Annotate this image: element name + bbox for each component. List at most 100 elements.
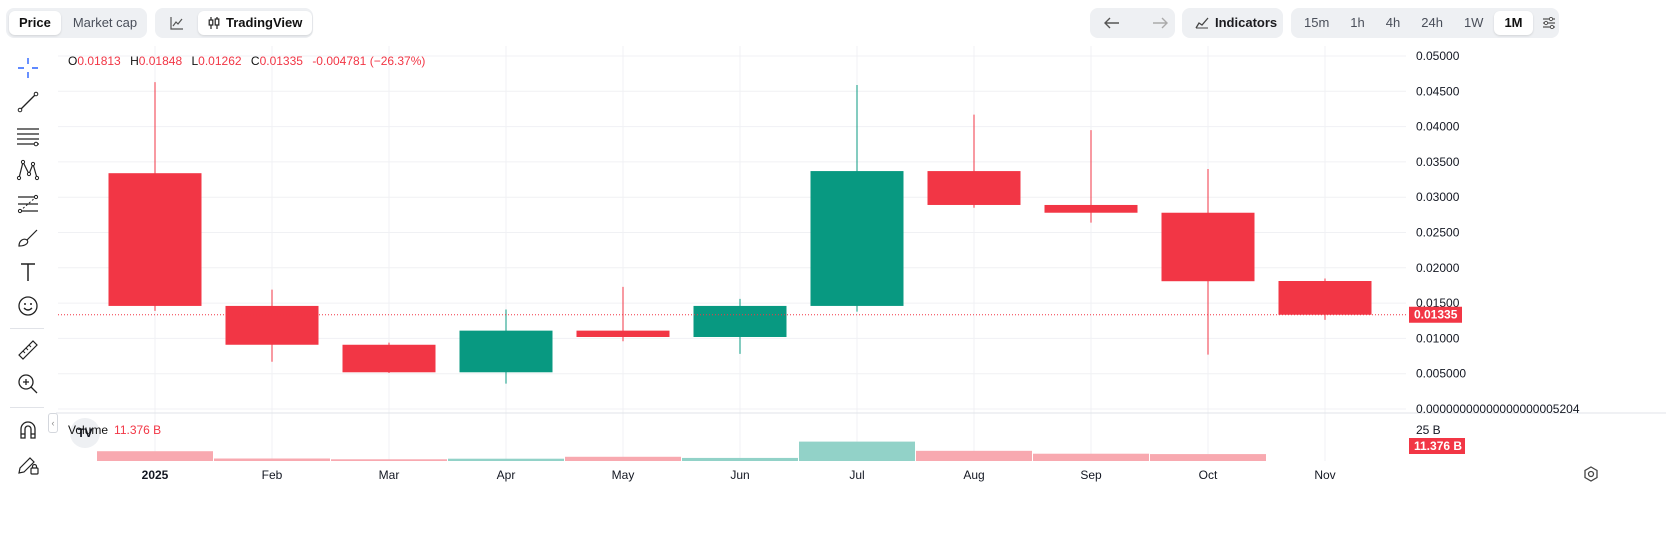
arrow-right-icon <box>1153 17 1168 29</box>
volume-bar <box>214 458 330 461</box>
x-tick-label: Nov <box>1314 468 1335 482</box>
undo-button[interactable] <box>1093 11 1131 35</box>
trend-line-icon <box>17 91 39 113</box>
y-tick-label: 0.02000 <box>1416 261 1460 275</box>
x-tick-label: Aug <box>963 468 984 482</box>
pattern-tool[interactable] <box>14 156 42 184</box>
timeframe-group: 15m 1h 4h 24h 1W 1M <box>1291 8 1559 38</box>
tradingview-label: TradingView <box>226 15 303 30</box>
volume-bar <box>1150 454 1266 461</box>
volume-bar <box>331 459 447 461</box>
x-tick-label: May <box>612 468 635 482</box>
pattern-icon <box>16 159 40 181</box>
crosshair-tool[interactable] <box>14 54 42 82</box>
gear-icon <box>1584 466 1598 482</box>
tradingview-button[interactable]: TradingView <box>198 11 313 35</box>
tradingview-logo: TV <box>70 418 100 448</box>
volume-bar <box>448 458 564 461</box>
drawing-toolbar <box>0 50 56 500</box>
volume-bar <box>916 450 1032 461</box>
toolbar-divider <box>10 328 44 329</box>
volume-last-tag <box>1409 438 1465 454</box>
volume-label: Volume <box>68 423 109 437</box>
text-tool[interactable] <box>14 258 42 286</box>
brush-tool[interactable] <box>14 224 42 252</box>
x-tick-label: Feb <box>262 468 283 482</box>
x-tick-label: Jun <box>730 468 749 482</box>
volume-bar <box>565 456 681 461</box>
close-value: 0.01335 <box>259 54 303 68</box>
indicators-label: Indicators <box>1215 15 1278 30</box>
x-tick-label: Sep <box>1080 468 1102 482</box>
volume-value: 11.376 B <box>114 423 162 437</box>
timeframe-24h[interactable]: 24h <box>1421 15 1443 30</box>
horizontal-lines-icon <box>17 128 39 147</box>
timeframe-4h[interactable]: 4h <box>1385 15 1401 30</box>
price-tab[interactable]: Price <box>9 11 61 35</box>
fib-tool[interactable] <box>14 190 42 218</box>
timeframe-1m[interactable]: 1M <box>1494 11 1533 35</box>
y-tick-label: 0.05000 <box>1416 49 1460 63</box>
indicators-icon <box>1195 17 1209 29</box>
y-tick-label: 0.04000 <box>1416 120 1460 134</box>
redo-button[interactable] <box>1143 11 1177 35</box>
y-tick-label: 0.04500 <box>1416 84 1460 98</box>
y-tick-label: 0.01500 <box>1416 296 1460 310</box>
ohlc-legend: O0.01813 H0.01848 L0.01262 C0.01335 -0.0… <box>68 54 431 68</box>
volume-bar <box>97 451 213 461</box>
trend-line-tool[interactable] <box>14 88 42 116</box>
candle-body <box>1044 204 1138 213</box>
y-tick-label: 0.03500 <box>1416 155 1460 169</box>
timeframe-15m[interactable]: 15m <box>1304 15 1330 30</box>
low-value: 0.01262 <box>198 54 242 68</box>
lock-drawings-tool[interactable] <box>14 450 42 478</box>
low-label: L <box>191 54 199 68</box>
x-tick-label: Apr <box>497 468 516 482</box>
indicators-button[interactable]: Indicators <box>1185 11 1287 35</box>
last-price-label: 0.01335 <box>1414 308 1458 322</box>
chart-type-toggle: TradingView <box>155 8 313 38</box>
collapse-toolbar-button[interactable]: ‹ <box>48 413 58 433</box>
timeframe-1h[interactable]: 1h <box>1350 15 1365 30</box>
price-marketcap-toggle: Price Market cap <box>6 8 147 38</box>
volume-tick-label: 25 B <box>1416 423 1441 437</box>
timeframe-1w[interactable]: 1W <box>1463 15 1484 30</box>
magnet-tool[interactable] <box>14 416 42 444</box>
change-value: -0.004781 (−26.37%) <box>312 54 426 68</box>
candlestick-icon <box>208 17 220 29</box>
candle-body <box>108 173 202 306</box>
y-tick-label: 0.01000 <box>1416 331 1460 345</box>
arrow-left-icon <box>1104 17 1119 29</box>
candle-body <box>1278 281 1372 315</box>
last-price-tag <box>1409 306 1462 323</box>
marketcap-tab[interactable]: Market cap <box>72 15 138 30</box>
volume-last-label: 11.376 B <box>1414 439 1462 453</box>
line-chart-button[interactable] <box>158 11 196 35</box>
candle-body <box>459 330 553 373</box>
smiley-icon <box>18 296 38 316</box>
candle-body <box>810 171 904 306</box>
close-label: C <box>250 54 260 68</box>
undo-redo-group <box>1090 8 1175 38</box>
volume-bar <box>799 441 915 461</box>
zoom-tool[interactable] <box>14 370 42 398</box>
ruler-tool[interactable] <box>14 336 42 364</box>
open-label: O <box>68 54 78 68</box>
horizontal-lines-tool[interactable] <box>14 122 42 150</box>
volume-bar <box>1033 453 1149 461</box>
line-chart-icon <box>170 17 183 30</box>
x-tick-label: Oct <box>1199 468 1218 482</box>
candle-body <box>342 344 436 373</box>
y-tick-label: 0.02500 <box>1416 226 1460 240</box>
magnet-icon <box>20 421 36 439</box>
top-toolbar: Price Market cap TradingView Indicators … <box>0 0 1666 46</box>
crosshair-icon <box>18 58 38 78</box>
ruler-icon <box>18 340 38 360</box>
scale-settings-button[interactable] <box>1581 464 1601 484</box>
candle-body <box>1161 212 1255 282</box>
emoji-tool[interactable] <box>14 292 42 320</box>
fibonacci-icon <box>17 194 39 214</box>
chart-settings-button[interactable] <box>1534 11 1564 35</box>
candle-body <box>576 330 670 337</box>
